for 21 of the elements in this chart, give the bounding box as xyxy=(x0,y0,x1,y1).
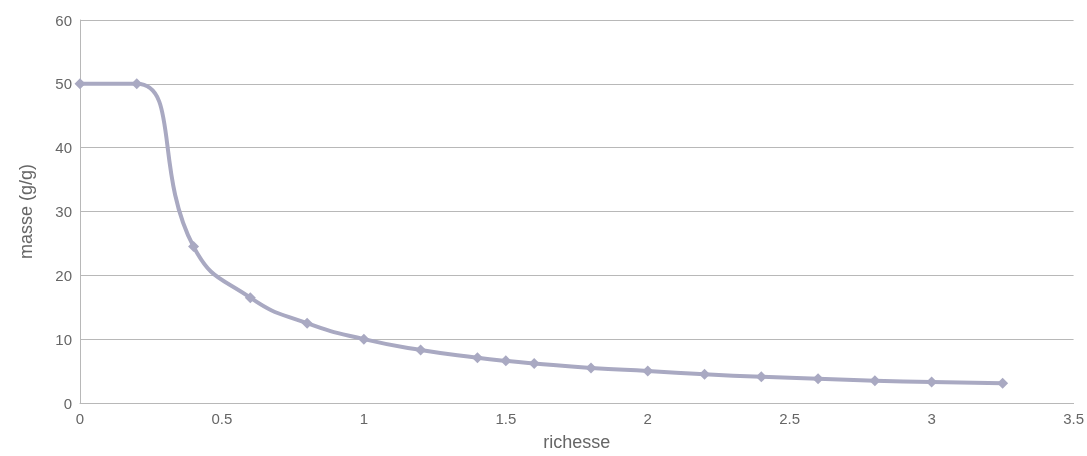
x-tick-label: 0 xyxy=(75,410,85,427)
y-axis-title: masse (g/g) xyxy=(16,163,36,260)
x-tick-label: 1 xyxy=(359,410,369,427)
point xyxy=(358,333,370,345)
y-tick-label: 30 xyxy=(55,203,72,220)
x-tick-label: 3.5 xyxy=(1063,410,1084,427)
x-tick-label: 3 xyxy=(927,410,936,427)
y-tick-label: 20 xyxy=(55,266,72,284)
point xyxy=(244,292,256,304)
point xyxy=(188,241,200,253)
y-tick-label: 10 xyxy=(55,330,72,348)
x-tick-label: 0.5 xyxy=(211,410,233,427)
x-tick-label: 2 xyxy=(643,410,652,427)
y-tick-label: 0 xyxy=(63,394,72,412)
x-axis-title: richesse xyxy=(543,432,611,452)
x-tick-label: 2.5 xyxy=(779,410,801,427)
y-tick-label: 60 xyxy=(55,11,72,29)
y-tick-label: 40 xyxy=(55,139,72,157)
point xyxy=(301,317,313,329)
y-tick-label: 50 xyxy=(55,75,72,93)
x-tick-label: 1.5 xyxy=(495,410,517,427)
